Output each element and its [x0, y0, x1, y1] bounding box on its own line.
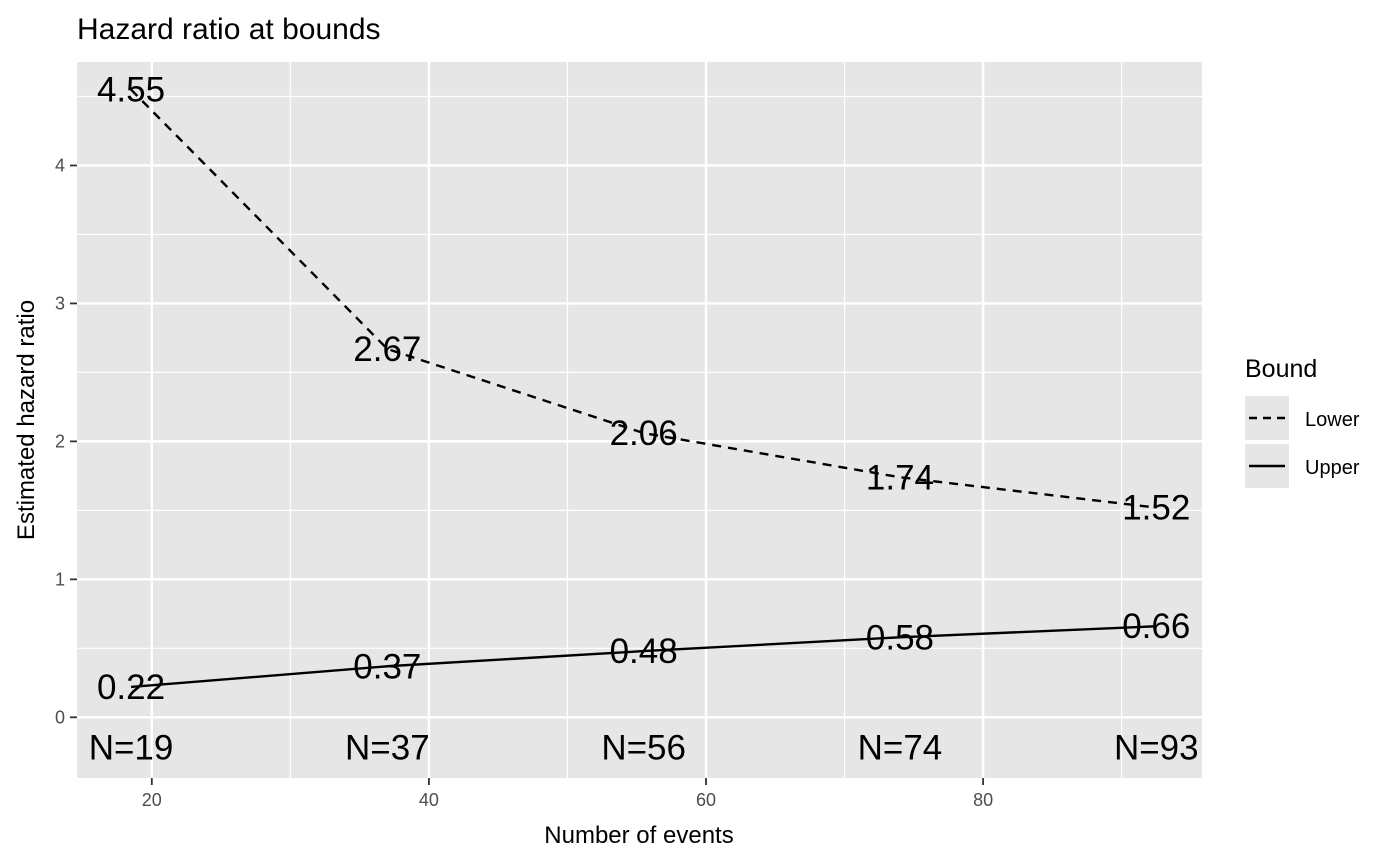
data-label-upper: 0.58 — [866, 618, 934, 657]
data-label-upper: 0.22 — [97, 668, 165, 707]
y-axis: 0 1 2 3 4 — [55, 155, 77, 727]
x-axis: 20 40 60 80 — [142, 778, 993, 810]
n-label: N=93 — [1114, 729, 1199, 768]
x-tick-label: 60 — [696, 790, 716, 810]
n-label: N=37 — [345, 729, 430, 768]
n-label: N=56 — [601, 729, 686, 768]
legend-entries: Lower Upper — [1245, 396, 1360, 488]
event-count-labels: N=19 N=37 N=56 N=74 N=93 — [89, 729, 1199, 768]
n-label: N=19 — [89, 729, 174, 768]
y-tick-label: 0 — [55, 707, 65, 727]
n-label: N=74 — [858, 729, 943, 768]
data-label-lower: 2.06 — [610, 414, 678, 453]
data-label-lower: 2.67 — [353, 330, 421, 369]
legend-label-lower: Lower — [1305, 409, 1360, 431]
y-axis-title: Estimated hazard ratio — [13, 300, 40, 540]
plot-panel — [77, 62, 1202, 778]
series-line-lower — [130, 88, 1157, 509]
legend-title: Bound — [1245, 355, 1317, 383]
data-label-lower: 1.74 — [866, 458, 934, 497]
y-tick-label: 4 — [55, 155, 65, 175]
data-label-lower: 1.52 — [1122, 489, 1190, 528]
minor-gridlines — [77, 62, 1202, 778]
y-tick-label: 1 — [55, 569, 65, 589]
x-tick-label: 20 — [142, 790, 162, 810]
series-lines — [130, 88, 1157, 689]
data-label-upper: 0.66 — [1122, 607, 1190, 646]
x-tick-label: 40 — [419, 790, 439, 810]
data-label-upper: 0.37 — [353, 647, 421, 686]
major-gridlines — [77, 62, 1202, 778]
value-labels: 4.55 2.67 2.06 1.74 1.52 0.22 0.37 0.48 0.58 0.66 — [97, 71, 1190, 707]
y-tick-label: 3 — [55, 293, 65, 313]
data-label-upper: 0.48 — [610, 632, 678, 671]
chart-title: Hazard ratio at bounds — [77, 13, 381, 46]
legend: Bound Lower Upper — [1245, 355, 1360, 488]
legend-label-upper: Upper — [1305, 457, 1360, 479]
x-axis-title: Number of events — [544, 822, 733, 849]
x-tick-label: 80 — [973, 790, 993, 810]
y-tick-label: 2 — [55, 431, 65, 451]
data-label-lower: 4.55 — [97, 71, 165, 110]
series-line-upper — [130, 625, 1157, 689]
